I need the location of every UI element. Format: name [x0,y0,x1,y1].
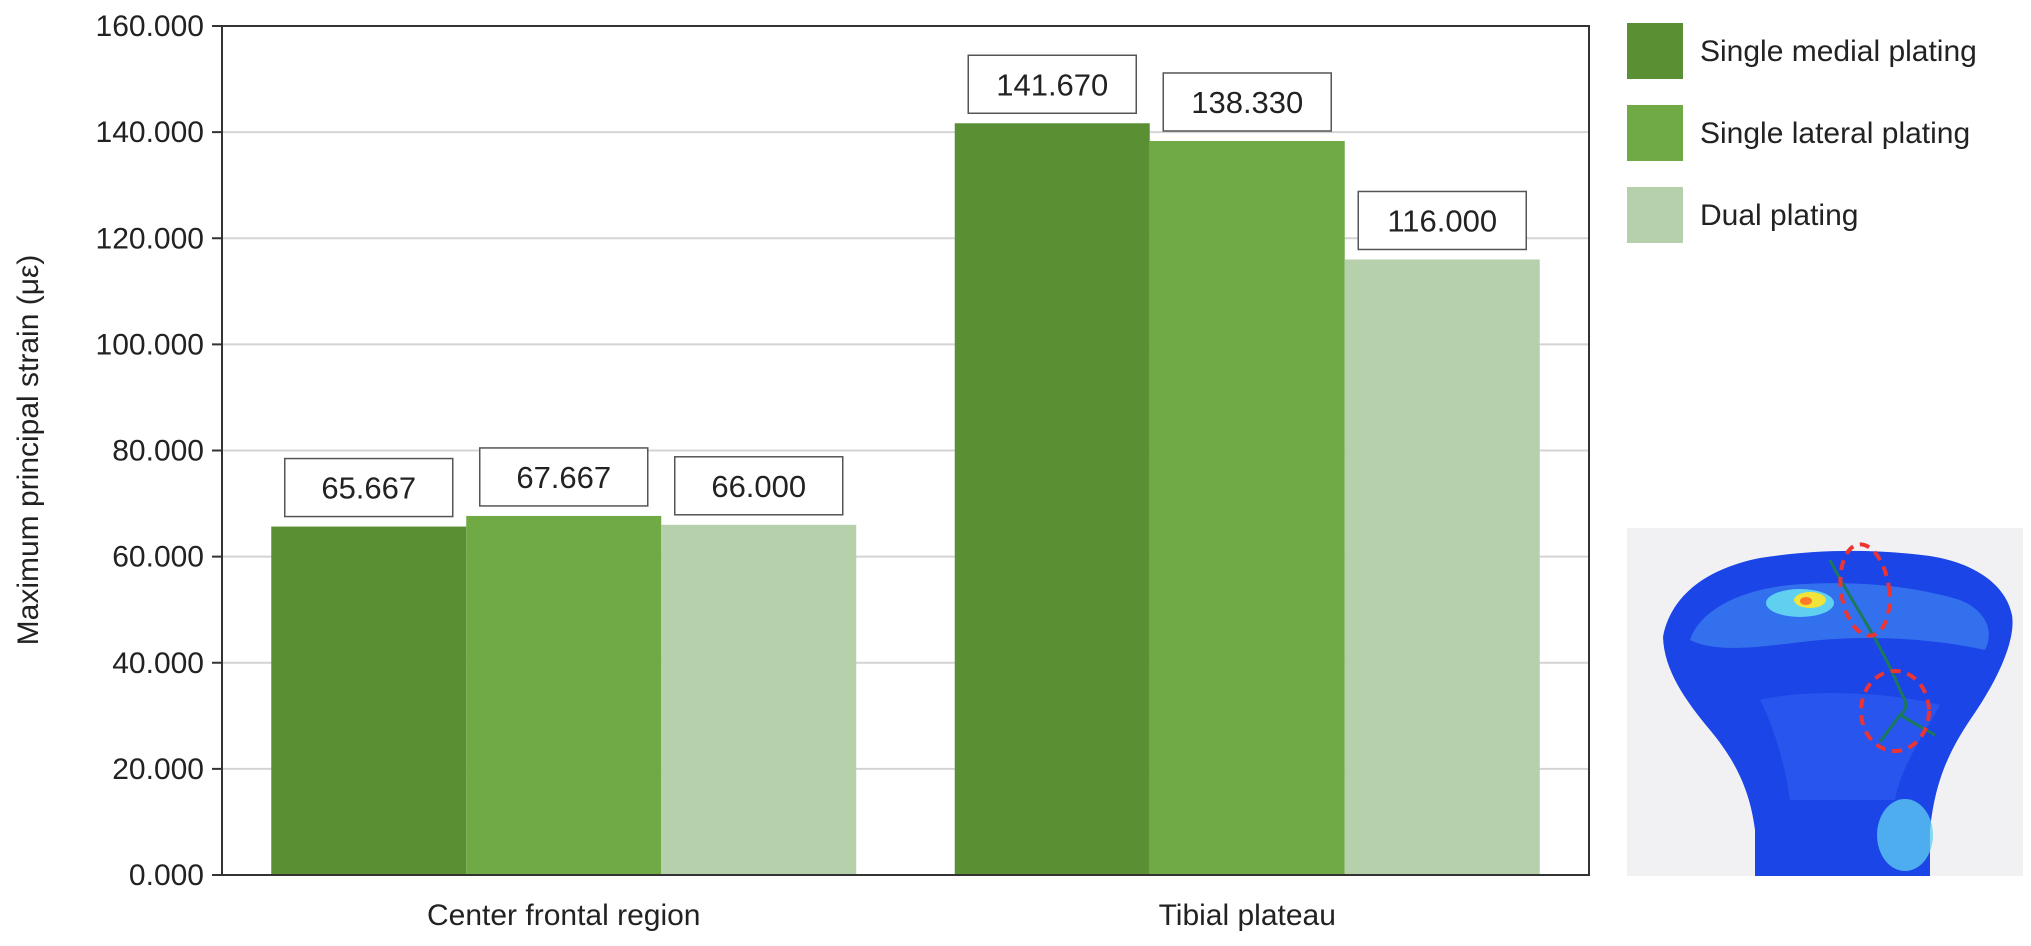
data-label-box [967,54,1137,115]
legend-swatch [1627,187,1683,243]
bar-single-lateral-plating [1149,140,1345,875]
y-tick-label: 40.000 [112,647,204,680]
legend-label: Dual plating [1700,199,1858,232]
legend-swatch [1627,105,1683,161]
data-label-box [284,457,454,518]
x-axis-categories: Center frontal region Tibial plateau [427,899,1336,932]
data-label-box [1162,72,1332,132]
data-label-box [479,447,649,507]
category-label: Center frontal region [427,899,701,932]
bar-single-medial-plating [271,526,467,875]
y-tick-label: 80.000 [112,435,204,468]
data-label: 141.670 [996,67,1108,102]
y-tick-label: 160.000 [96,10,204,43]
y-tick-label: 100.000 [96,328,204,361]
y-tick-label: 60.000 [112,541,204,574]
legend-label: Single lateral plating [1700,117,1970,150]
data-label: 67.667 [516,460,611,495]
data-label: 116.000 [1387,203,1497,238]
legend: Single medial plating Single lateral plat… [1627,23,1977,243]
bar-dual-plating [661,524,857,875]
y-axis-title: Maximum principal strain (με) [12,255,45,646]
y-axis-ticks: 0.000 20.000 40.000 60.000 80.000 100.000 120.… [96,10,222,892]
data-labels: 65.667 141.670 67.667 138.330 66.000 116.000 [284,54,1527,518]
bars [271,123,1540,876]
bar-single-medial-plating [954,123,1150,876]
y-tick-label: 140.000 [96,116,204,149]
data-label-box [674,456,844,516]
data-label: 65.667 [321,471,416,506]
y-tick-label: 120.000 [96,222,204,255]
legend-swatch [1627,23,1683,79]
bar-single-lateral-plating [466,515,662,875]
category-label: Tibial plateau [1159,899,1336,932]
data-label: 66.000 [711,469,806,504]
data-label-box [1357,190,1527,251]
y-tick-label: 0.000 [129,859,204,892]
bar-dual-plating [1344,259,1540,876]
legend-label: Single medial plating [1700,35,1977,68]
tibia-strain-map-image [1627,528,2023,876]
y-tick-label: 20.000 [112,753,204,786]
data-label: 138.330 [1191,85,1303,120]
